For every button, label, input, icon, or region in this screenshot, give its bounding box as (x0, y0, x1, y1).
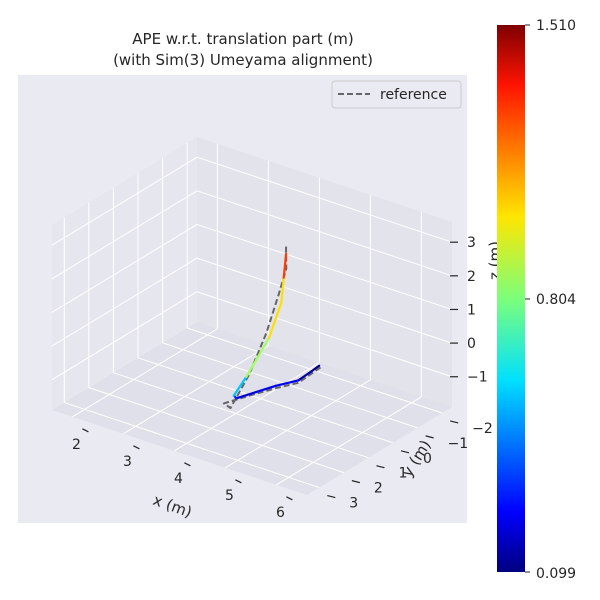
x-tick-label: 6 (276, 505, 285, 521)
y-tick-label: 0 (423, 451, 432, 467)
y-tick-label: 3 (349, 496, 358, 512)
grid-line-z-back (196, 156, 453, 243)
z-tick-label: 2 (467, 269, 476, 285)
grid-line-z-left (51, 224, 198, 313)
x-tick-label: 3 (123, 454, 132, 470)
grid-line-y-floor (162, 342, 418, 429)
x-tick (82, 428, 89, 433)
reference-series (222, 244, 322, 409)
legend-box (331, 80, 462, 109)
y-tick-label: −2 (472, 421, 493, 437)
z-tick-label: 1 (467, 302, 476, 318)
estimate-segment (267, 301, 283, 340)
colorbar-label-mid: 0.804 (536, 292, 576, 308)
y-tick-label: −1 (448, 436, 469, 452)
y-tick-label: 2 (374, 481, 383, 497)
grid-line-y-floor (137, 357, 394, 444)
grid-line-x-floor (72, 328, 218, 418)
colorbar-label-max: 1.510 (536, 18, 576, 34)
estimate-segment (309, 364, 321, 374)
z-tick-label: 0 (467, 336, 476, 352)
grid-line-z-back (196, 257, 453, 344)
x-tick (184, 462, 191, 467)
grid-line-x-floor (123, 345, 269, 435)
colorbar-gradient (497, 25, 525, 572)
z-tick-label: −1 (467, 370, 488, 386)
y-tick (327, 494, 336, 499)
grid-line-y-floor (88, 387, 345, 474)
grid-line-y-floor (113, 372, 369, 459)
x-tick (235, 479, 242, 484)
y-tick (400, 450, 410, 454)
x-tick-label: 5 (225, 488, 234, 504)
estimate-segment (235, 390, 258, 400)
chart-subtitle: (with Sim(3) Umeyama alignment) (113, 51, 373, 69)
axis-ticks (82, 241, 459, 501)
grid-lines (51, 142, 453, 489)
grid-line-z-left (51, 156, 198, 246)
colorbar-label-min: 0.099 (536, 566, 576, 582)
chart-title: APE w.r.t. translation part (m) (132, 30, 353, 48)
grid-line-x-floor (174, 362, 320, 452)
grid-line-x-floor (225, 379, 371, 469)
y-tick (450, 420, 459, 424)
estimate-segment (232, 375, 248, 397)
grid-line-z-left (51, 291, 198, 381)
left-pane (52, 137, 197, 410)
y-tick (351, 480, 361, 484)
z-tick-label: 3 (467, 235, 476, 251)
grid-line-x-floor (276, 396, 422, 486)
y-tick (376, 465, 385, 469)
colorbar: 1.510 0.804 0.099 (497, 18, 576, 582)
y-tick (425, 435, 434, 439)
grid-line-z-left (51, 190, 198, 280)
back-pane (197, 137, 452, 407)
legend: reference (331, 80, 462, 109)
x-tick (286, 496, 293, 501)
estimate-segment (280, 276, 285, 304)
legend-reference-label: reference (380, 87, 447, 103)
grid-line-z-back (196, 291, 453, 378)
reference-trajectory (222, 244, 322, 409)
x-tick-label: 4 (174, 471, 183, 487)
estimate-segment (245, 337, 270, 378)
grid-line-y-floor (187, 327, 443, 414)
grid-line-z-back (196, 190, 453, 277)
estimate-segment (254, 384, 277, 394)
y-tick-label: 1 (398, 466, 407, 482)
estimate-segment (274, 379, 300, 387)
x-tick-label: 2 (72, 437, 81, 453)
grid-line-z-left (51, 257, 198, 347)
grid-line-z-back (196, 223, 453, 310)
estimate-segment (282, 252, 288, 279)
estimate-series (232, 252, 321, 400)
estimate-segment (297, 370, 312, 382)
x-tick (133, 445, 140, 450)
grid-line-y-floor (64, 402, 320, 489)
